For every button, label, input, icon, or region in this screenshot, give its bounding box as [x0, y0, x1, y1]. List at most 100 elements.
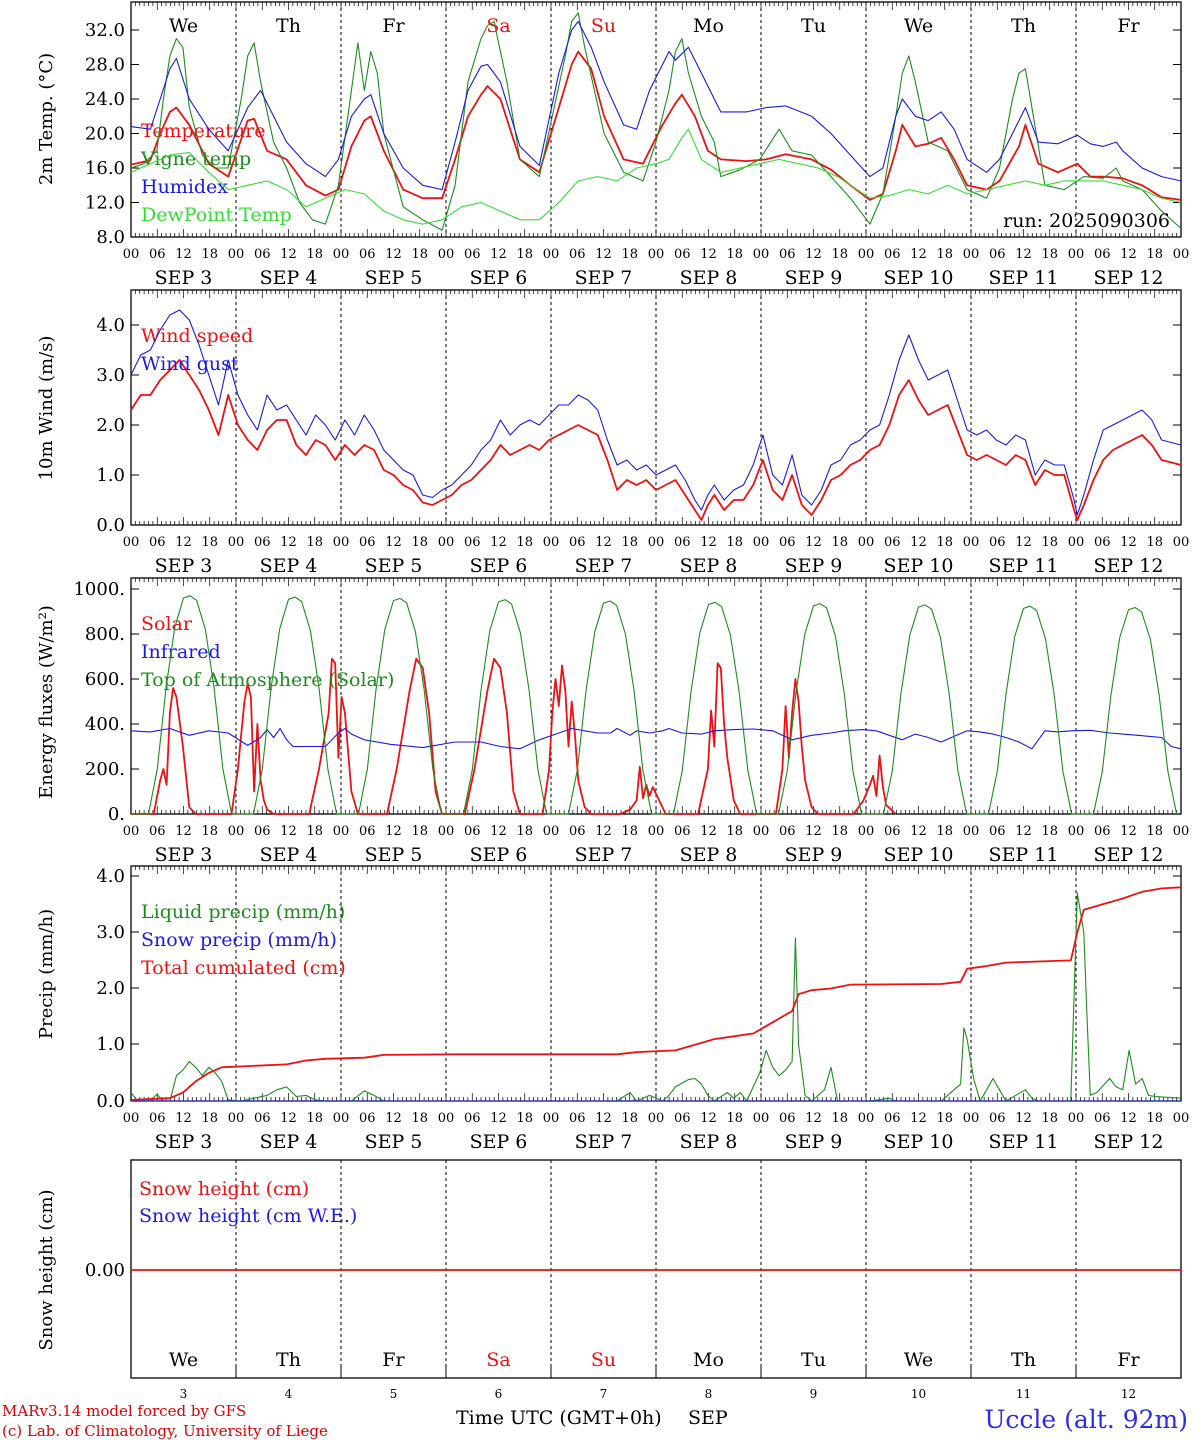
legend-entry: Snow precip (mm/h) [141, 929, 337, 951]
bottom-day-number: 10 [911, 1387, 926, 1401]
y-tick-label: 400. [85, 714, 125, 735]
hour-label: 00 [753, 824, 770, 839]
hour-label: 00 [858, 1111, 875, 1126]
hour-label: 00 [228, 1111, 245, 1126]
hour-label: 18 [831, 824, 848, 839]
hour-label: 12 [175, 824, 192, 839]
hour-label: 12 [175, 1111, 192, 1126]
hour-label: 06 [149, 824, 166, 839]
y-tick-label: 1.0 [96, 465, 125, 486]
series-line-top-of-atmosphere-solar- [131, 595, 1178, 815]
hour-label: 18 [726, 824, 743, 839]
series-line-wind-speed [130, 359, 1182, 521]
day-label: We [904, 15, 933, 37]
hour-label: 00 [963, 824, 980, 839]
y-tick-label: 2.0 [96, 415, 125, 436]
bottom-day-number: 8 [705, 1387, 713, 1401]
y-tick-label: 12.0 [85, 193, 125, 214]
station-label: Uccle (alt. 92m) [984, 1405, 1188, 1434]
hour-label: 06 [989, 535, 1006, 550]
hour-label: 12 [175, 535, 192, 550]
hour-label: 12 [910, 1111, 927, 1126]
legend-entry: DewPoint Temp [141, 204, 292, 226]
hour-label: 12 [910, 247, 927, 262]
hour-label: 06 [1094, 824, 1111, 839]
hour-label: 06 [1094, 535, 1111, 550]
hour-label: 12 [595, 1111, 612, 1126]
hour-label: 00 [543, 1111, 560, 1126]
hour-label: 18 [201, 1111, 218, 1126]
hour-label: 12 [700, 247, 717, 262]
date-label: SEP 3 [155, 844, 213, 866]
date-label: SEP 6 [470, 555, 528, 577]
hour-label: 06 [779, 824, 796, 839]
panel-5: 0.00 Snow height (cm) We Th Fr Sa Su Mo Tu We Th Fr… [36, 1159, 1182, 1401]
hour-label: 18 [201, 824, 218, 839]
hour-label: 18 [1146, 824, 1163, 839]
date-label: SEP 5 [365, 844, 423, 866]
hour-label: 00 [1068, 1111, 1085, 1126]
y-tick-label: 0.00 [85, 1260, 125, 1281]
hour-label: 06 [884, 247, 901, 262]
hour-label: 12 [280, 824, 297, 839]
hour-label: 18 [1146, 247, 1163, 262]
y-tick-label: 200. [85, 759, 125, 780]
date-label: SEP 10 [884, 267, 954, 289]
hour-label: 06 [149, 247, 166, 262]
hour-label: 06 [359, 1111, 376, 1126]
date-label: SEP 11 [989, 1131, 1059, 1153]
hour-label: 06 [884, 824, 901, 839]
y-tick-label: 28.0 [85, 55, 125, 76]
day-label: Sa [486, 1349, 510, 1371]
hour-label: 18 [516, 247, 533, 262]
footer-model-text: MARv3.14 model forced by GFS [2, 1402, 246, 1420]
hour-label: 00 [228, 535, 245, 550]
y-tick-label: 1000. [73, 579, 125, 600]
hour-label: 18 [621, 535, 638, 550]
hour-label: 12 [385, 1111, 402, 1126]
legend-entry: Wind gust [141, 353, 239, 375]
hour-label: 12 [595, 535, 612, 550]
hour-label: 06 [254, 535, 271, 550]
panel-3: 0. 200. 400. 600. 800. 1000. Energy fluxes (W/… [36, 577, 1189, 866]
hour-label: 00 [438, 1111, 455, 1126]
hour-label: 00 [648, 247, 665, 262]
day-label: Su [591, 1349, 616, 1371]
date-label: SEP 5 [365, 267, 423, 289]
hour-label: 18 [306, 824, 323, 839]
hour-label: 06 [779, 535, 796, 550]
hour-label: 00 [858, 824, 875, 839]
date-label: SEP 12 [1094, 555, 1164, 577]
hour-label: 00 [123, 824, 140, 839]
date-label: SEP 10 [884, 555, 954, 577]
hour-label: 12 [385, 535, 402, 550]
series-line-total-cumulated-cm- [130, 886, 1182, 1101]
hour-label: 12 [1120, 1111, 1137, 1126]
hour-label: 06 [359, 824, 376, 839]
hour-label: 06 [359, 247, 376, 262]
hour-label: 12 [280, 535, 297, 550]
hour-label: 06 [989, 1111, 1006, 1126]
hour-label: 18 [1041, 247, 1058, 262]
series-line-solar [131, 657, 897, 815]
date-label: SEP 12 [1094, 844, 1164, 866]
hour-label: 18 [201, 247, 218, 262]
date-label: SEP 11 [989, 555, 1059, 577]
hour-label: 12 [1015, 247, 1032, 262]
hour-label: 00 [858, 535, 875, 550]
y-tick-label: 0. [108, 804, 125, 825]
hour-label: 18 [936, 247, 953, 262]
hour-label: 18 [411, 1111, 428, 1126]
date-label: SEP 9 [785, 844, 843, 866]
date-label: SEP 4 [260, 1131, 318, 1153]
hour-label: 12 [175, 247, 192, 262]
hour-label: 12 [385, 247, 402, 262]
hour-label: 00 [1173, 535, 1190, 550]
date-label: SEP 9 [785, 1131, 843, 1153]
hour-label: 00 [543, 824, 560, 839]
day-label: Su [591, 15, 616, 37]
hour-label: 00 [333, 247, 350, 262]
y-tick-label: 800. [85, 624, 125, 645]
y-tick-label: 3.0 [96, 365, 125, 386]
y-axis-label: Energy fluxes (W/m²) [36, 605, 57, 799]
